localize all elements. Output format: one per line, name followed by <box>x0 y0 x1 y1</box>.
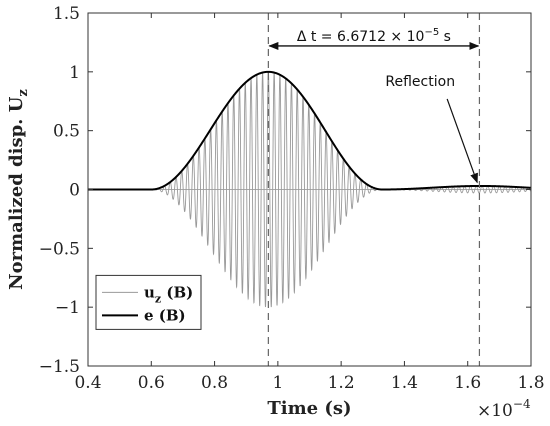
delta-t-label-main: Δ t = 6.6712 × 10 <box>297 29 425 45</box>
legend-label-1: uz (B) <box>144 283 193 305</box>
legend-label-suffix: (B) <box>154 306 186 324</box>
delta-t-label-unit: s <box>439 29 451 45</box>
series-uz-line <box>88 71 531 308</box>
y-tick-label: 1.5 <box>53 4 80 24</box>
x-tick-label: 0.8 <box>201 373 228 393</box>
legend-box <box>95 274 202 330</box>
y-axis-label-subscript: z <box>16 89 31 96</box>
y-tick-label: 0 <box>69 181 80 201</box>
y-axis-label: Normalized disp. Uz <box>6 89 31 290</box>
y-tick-label: 1 <box>69 63 80 83</box>
x-tick-label: 1 <box>272 373 283 393</box>
y-tick-label: −0.5 <box>39 239 80 259</box>
x-tick-label: 1.4 <box>391 373 418 393</box>
delta-t-label: Δ t = 6.6712 × 10−5 s <box>297 27 451 45</box>
x-axis-exponent: ×10−4 <box>477 397 531 421</box>
reflection-label: Reflection <box>385 74 455 90</box>
legend-label-sub: z <box>155 292 161 305</box>
x-tick-label: 0.6 <box>138 373 165 393</box>
x-tick-label: 1.6 <box>454 373 481 393</box>
x-tick-label: 0.4 <box>74 373 101 393</box>
legend-label-2: e (B) <box>144 306 186 324</box>
series-envelope-line <box>88 70 531 191</box>
y-tick-label: −1.5 <box>39 357 80 377</box>
reflection-arrow <box>446 98 478 184</box>
y-tick-label: 0.5 <box>53 122 80 142</box>
svg-text:×10−4: ×10−4 <box>477 397 531 421</box>
legend-label-suffix: (B) <box>161 283 193 301</box>
legend-label-main: u <box>144 283 155 301</box>
delta-t-label-power: −5 <box>424 27 439 38</box>
y-axis-label-main: Normalized disp. U <box>6 96 27 290</box>
x-axis-label: Time (s) <box>267 398 351 419</box>
y-tick-label: −1 <box>55 298 80 318</box>
x-tick-label: 1.2 <box>328 373 355 393</box>
legend-label-main: e <box>144 306 154 324</box>
x-exponent-power: −4 <box>513 397 531 411</box>
x-tick-label: 1.8 <box>517 373 544 393</box>
x-exponent-base: ×10 <box>477 401 513 421</box>
